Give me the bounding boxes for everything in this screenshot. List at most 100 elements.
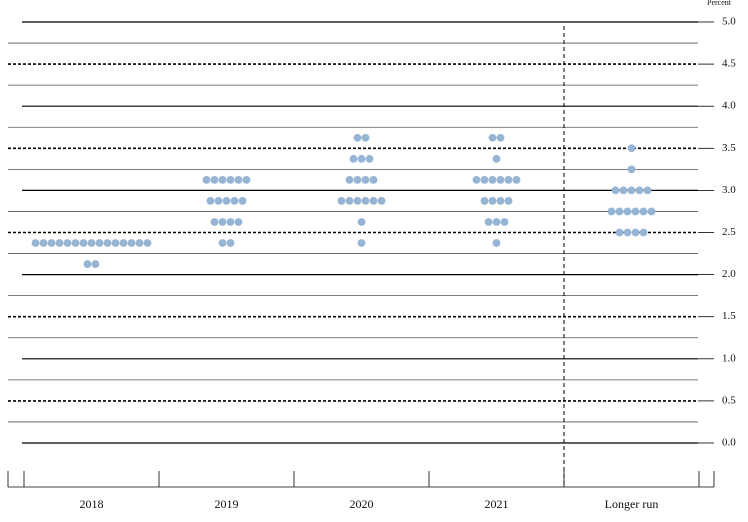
dot: [488, 175, 497, 184]
y-tick-label: 2.5: [722, 226, 736, 238]
y-tick-label: 3.0: [722, 184, 736, 196]
dot: [47, 239, 56, 247]
dot: [492, 239, 501, 247]
dot: [361, 197, 370, 205]
dot: [357, 218, 366, 226]
dot: [496, 133, 505, 142]
dot: [615, 228, 624, 237]
dot: [91, 260, 100, 268]
dot: [365, 154, 374, 163]
y-tick-label: 1.0: [722, 352, 736, 364]
dot: [353, 133, 362, 142]
dot: [643, 186, 652, 195]
dot: [222, 197, 231, 205]
dot: [353, 175, 362, 184]
dot: [337, 197, 346, 205]
dot: [214, 197, 223, 205]
dot: [210, 175, 219, 184]
dot: [615, 207, 624, 216]
dot: [488, 197, 497, 205]
dot: [647, 207, 656, 216]
dot: [135, 239, 144, 247]
dot: [627, 144, 636, 153]
dot: [95, 239, 104, 247]
dot: [639, 228, 648, 237]
dot: [361, 175, 370, 184]
dot: [353, 197, 362, 205]
dot: [234, 175, 243, 184]
dot: [492, 154, 501, 163]
dot: [357, 239, 366, 247]
y-tick-label: 1.5: [722, 310, 736, 322]
y-tick-label: 2.0: [722, 268, 736, 280]
dot: [55, 239, 64, 247]
dot: [631, 207, 640, 216]
y-tick-label: 3.5: [722, 142, 736, 154]
dot: [238, 197, 247, 205]
x-tick-label: 2020: [350, 497, 374, 511]
dot: [87, 239, 96, 247]
dot: [111, 239, 120, 247]
dot: [218, 239, 227, 247]
dot: [623, 207, 632, 216]
dot: [83, 260, 92, 268]
dot: [210, 218, 219, 226]
dot: [230, 197, 239, 205]
dot: [377, 197, 386, 205]
y-tick-label: 0.5: [722, 394, 736, 406]
dot: [242, 175, 251, 184]
dot: [218, 175, 227, 184]
dot: [484, 218, 493, 226]
dot: [496, 175, 505, 184]
dot: [234, 218, 243, 226]
dot: [345, 197, 354, 205]
dot: [480, 197, 489, 205]
dot: [472, 175, 481, 184]
dot: [504, 175, 513, 184]
dot: [226, 218, 235, 226]
dot: [623, 228, 632, 237]
dot: [345, 175, 354, 184]
y-tick-label: 5.0: [722, 16, 736, 28]
y-tick-label: 4.0: [722, 100, 736, 112]
dot: [349, 154, 358, 163]
dot: [226, 175, 235, 184]
dot: [127, 239, 136, 247]
x-tick-label: 2021: [485, 497, 509, 511]
dot: [492, 218, 501, 226]
dot: [143, 239, 152, 247]
dot: [611, 186, 620, 195]
dot: [31, 239, 40, 247]
dot: [119, 239, 128, 247]
dot: [369, 175, 378, 184]
dot: [71, 239, 80, 247]
x-tick-label: 2018: [80, 497, 104, 511]
dot: [226, 239, 235, 247]
dot: [627, 186, 636, 195]
dot: [480, 175, 489, 184]
dot: [218, 218, 227, 226]
dot: [631, 228, 640, 237]
dot: [512, 175, 521, 184]
dot: [206, 197, 215, 205]
dot: [607, 207, 616, 216]
dot: [79, 239, 88, 247]
x-tick-label: 2019: [215, 497, 239, 511]
x-tick-label: Longer run: [605, 497, 659, 511]
dot: [357, 154, 366, 163]
y-tick-label: 4.5: [722, 58, 736, 70]
dot: [39, 239, 48, 247]
dot: [369, 197, 378, 205]
dot: [627, 165, 636, 174]
dot: [103, 239, 112, 247]
dot: [500, 218, 509, 226]
dot: [202, 175, 211, 184]
y-axis-label: Percent: [707, 0, 732, 7]
dot: [635, 186, 644, 195]
y-tick-label: 0.0: [722, 437, 736, 449]
dot: [361, 133, 370, 142]
dot: [63, 239, 72, 247]
dot: [639, 207, 648, 216]
dot: [504, 197, 513, 205]
